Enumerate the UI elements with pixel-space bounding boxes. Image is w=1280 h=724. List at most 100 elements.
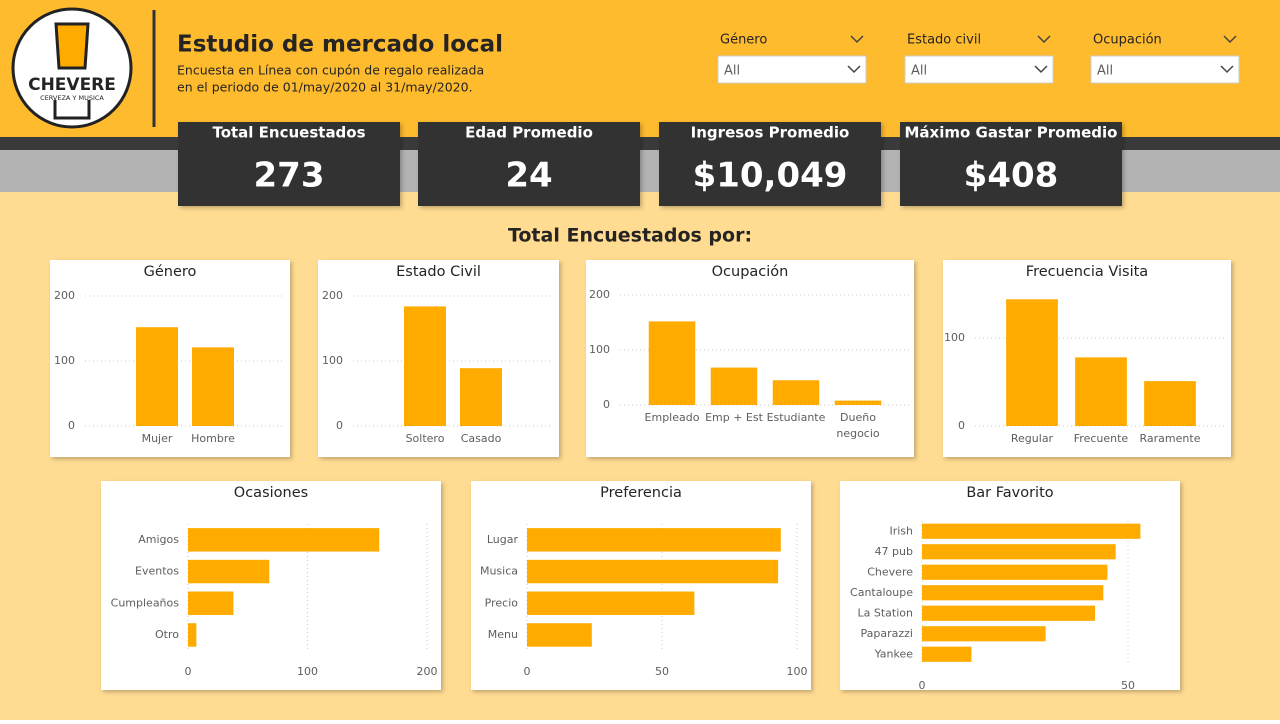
chart-panel xyxy=(586,260,914,457)
x-tick-label: 100 xyxy=(297,665,318,678)
x-tick-label: Soltero xyxy=(406,432,445,445)
bar xyxy=(1075,357,1127,426)
bar xyxy=(404,306,446,426)
bar xyxy=(922,523,1141,539)
logo-name: CHEVERE xyxy=(28,75,116,95)
kpi-label: Edad Promedio xyxy=(465,124,593,142)
y-tick-label: 200 xyxy=(322,289,343,302)
y-tick-label: Lugar xyxy=(487,533,519,546)
y-tick-label: Amigos xyxy=(138,533,179,546)
kpi-label: Máximo Gastar Promedio xyxy=(905,124,1118,142)
y-tick-label: 0 xyxy=(603,398,610,411)
chart-title: Preferencia xyxy=(600,485,682,501)
y-tick-label: Cantaloupe xyxy=(850,586,913,599)
section-title: Total Encuestados por: xyxy=(508,225,752,247)
bar xyxy=(136,327,178,426)
x-tick-label: Emp + Est xyxy=(705,411,764,424)
bar xyxy=(527,591,695,615)
y-tick-label: Otro xyxy=(155,628,179,641)
bar xyxy=(188,623,197,647)
y-tick-label: 100 xyxy=(589,343,610,356)
y-tick-label: 0 xyxy=(336,419,343,432)
y-tick-label: Yankee xyxy=(874,647,914,660)
bar xyxy=(192,347,234,426)
x-tick-label: Frecuente xyxy=(1074,432,1129,445)
chart-title: Género xyxy=(144,264,197,280)
y-tick-label: Precio xyxy=(485,596,519,609)
header-band xyxy=(0,0,1280,137)
subtitle: en el periodo de 01/may/2020 al 31/may/2… xyxy=(177,80,473,95)
y-tick-label: Musica xyxy=(480,565,518,578)
bar xyxy=(922,605,1096,621)
y-tick-label: 100 xyxy=(322,354,343,367)
bar xyxy=(527,559,779,584)
bar xyxy=(922,564,1108,580)
y-tick-label: 100 xyxy=(54,354,75,367)
kpi-card xyxy=(900,122,1122,206)
bar xyxy=(188,559,270,584)
x-tick-label: Hombre xyxy=(191,432,235,445)
filter-label: Estado civil xyxy=(907,33,981,48)
chevron xyxy=(850,35,864,44)
x-tick-label: Raramente xyxy=(1140,432,1201,445)
bar xyxy=(648,321,696,405)
y-tick-label: 200 xyxy=(54,289,75,302)
bar xyxy=(188,528,380,552)
chart-title: Ocupación xyxy=(712,264,789,280)
x-tick-label: Estudiante xyxy=(767,411,826,424)
y-tick-label: Menu xyxy=(488,628,518,641)
bar xyxy=(922,544,1116,560)
y-tick-label: 47 pub xyxy=(875,545,913,558)
x-tick-label: 0 xyxy=(919,679,926,692)
y-tick-label: 200 xyxy=(589,288,610,301)
kpi-label: Total Encuestados xyxy=(212,124,365,142)
chevron xyxy=(1223,35,1237,44)
bar xyxy=(772,380,820,405)
kpi-label: Ingresos Promedio xyxy=(691,124,850,142)
kpi-card xyxy=(418,122,640,206)
x-tick-label: Regular xyxy=(1011,432,1054,445)
bar xyxy=(710,367,758,405)
page-title: Estudio de mercado local xyxy=(177,32,503,58)
filter-value[interactable]: All xyxy=(724,64,740,79)
x-tick-label: 100 xyxy=(787,665,808,678)
y-tick-label: 0 xyxy=(958,419,965,432)
filter-value[interactable]: All xyxy=(911,64,927,79)
logo: CHEVERE CERVEZA Y MUSICA xyxy=(11,7,133,129)
chevron xyxy=(847,65,861,74)
y-tick-label: 100 xyxy=(944,331,965,344)
x-tick-label: 0 xyxy=(185,665,192,678)
x-tick-label: Dueño negocio xyxy=(836,411,880,440)
filter-dropdown[interactable] xyxy=(1090,55,1240,84)
y-tick-label: 0 xyxy=(68,419,75,432)
filter-dropdown[interactable] xyxy=(904,55,1054,84)
kpi-card xyxy=(178,122,400,206)
filter-dropdown[interactable] xyxy=(717,55,867,84)
bar xyxy=(1006,299,1058,426)
bar xyxy=(834,400,882,405)
y-tick-label: Eventos xyxy=(135,565,179,578)
y-tick-label: La Station xyxy=(858,606,914,619)
y-tick-label: Cumpleaños xyxy=(111,596,180,609)
kpi-value: $408 xyxy=(964,156,1059,196)
bar xyxy=(460,368,502,426)
filter-value[interactable]: All xyxy=(1097,64,1113,79)
y-tick-label: Chevere xyxy=(867,565,913,578)
x-tick-label: 50 xyxy=(1121,679,1135,692)
filter-label: Ocupación xyxy=(1093,33,1162,48)
chart-title: Bar Favorito xyxy=(966,485,1053,501)
chevron xyxy=(1034,65,1048,74)
subtitle: Encuesta en Línea con cupón de regalo re… xyxy=(177,63,484,78)
kpi-value: 24 xyxy=(505,156,552,196)
logo-tagline: CERVEZA Y MUSICA xyxy=(40,94,104,102)
bar xyxy=(922,585,1104,601)
chevron xyxy=(1220,65,1234,74)
chevron xyxy=(1037,35,1051,44)
x-tick-label: 0 xyxy=(524,665,531,678)
bar xyxy=(1144,381,1196,426)
x-tick-label: 50 xyxy=(655,665,669,678)
bar xyxy=(922,646,972,662)
chart-title: Estado Civil xyxy=(396,264,481,280)
